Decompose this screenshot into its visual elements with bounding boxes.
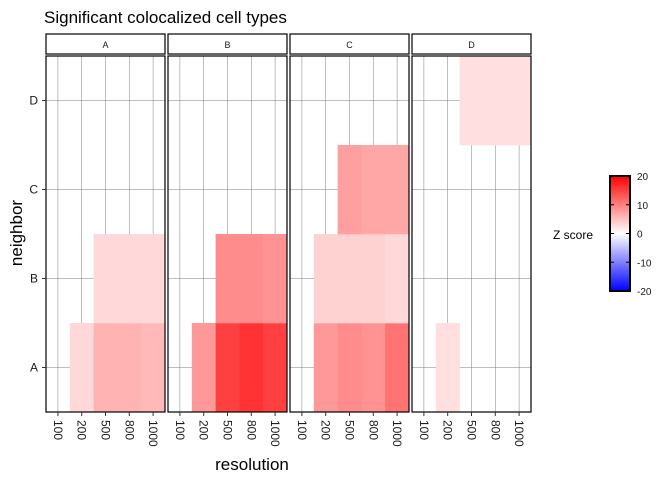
heatmap-cell [337, 234, 362, 324]
x-tick-label: 500 [99, 420, 113, 440]
heatmap-cell [239, 234, 264, 324]
x-tick-label: 500 [465, 420, 479, 440]
x-tick-label: 800 [244, 420, 258, 440]
x-tick-label: 800 [488, 420, 502, 440]
legend-tick-label: -10 [637, 258, 652, 269]
heatmap-cell [69, 323, 94, 413]
heatmap-cell [337, 323, 362, 413]
legend-tick-label: 0 [637, 230, 643, 241]
heatmap-cell [385, 234, 410, 324]
facet-strip-label: B [224, 40, 230, 50]
heatmap-cell [263, 323, 288, 413]
facet-panel-c: C 100 200 500 800 1000 [289, 33, 410, 447]
x-axis-title: resolution [215, 455, 289, 474]
facet-strip-label: C [346, 40, 353, 50]
y-tick-label: B [30, 272, 38, 286]
heatmap-cell [507, 56, 532, 146]
legend-tick-label: 10 [637, 201, 649, 212]
heatmap-cell [141, 323, 166, 413]
heatmap-cell [337, 145, 362, 235]
heatmap-cell [459, 56, 484, 146]
legend-tick-label: 20 [637, 172, 649, 183]
facet-strip [45, 33, 166, 55]
heatmap-cell [239, 323, 264, 413]
heatmap-cell [483, 56, 508, 146]
heatmap-cell [361, 323, 386, 413]
x-tick-label: 800 [366, 420, 380, 440]
heatmap-cell [263, 234, 288, 324]
x-tick-label: 1000 [268, 420, 282, 447]
x-tick-label: 100 [51, 420, 65, 440]
heatmap-cell [191, 323, 216, 413]
facet-panel-d: D 100 200 500 800 1000 [411, 33, 532, 447]
y-tick-label: D [29, 94, 38, 108]
heatmap-cell [215, 323, 240, 413]
x-tick-label: 200 [75, 420, 89, 440]
facet-panel-a: A 100 200 500 800 1000 [45, 33, 166, 447]
heatmap-cell [435, 323, 460, 413]
x-tick-label: 200 [441, 420, 455, 440]
x-tick-label: 1000 [146, 420, 160, 447]
y-axis-title: neighbor [7, 200, 26, 267]
heatmap-cell [141, 234, 166, 324]
x-tick-label: 500 [343, 420, 357, 440]
facet-strip [167, 33, 288, 55]
legend: Z score 20 10 0 -10 -20 [553, 172, 652, 298]
x-tick-label: 200 [319, 420, 333, 440]
facet-strip-label: D [468, 40, 475, 50]
facet-panel-b: B 100 200 500 800 1000 [167, 33, 288, 447]
y-axis-ticks: A B C D [29, 94, 46, 375]
heatmap-cell [93, 234, 118, 324]
heatmap-cell [361, 145, 386, 235]
x-tick-label: 100 [295, 420, 309, 440]
heatmap-cell [117, 234, 142, 324]
x-tick-label: 200 [197, 420, 211, 440]
facet-strip [289, 33, 410, 55]
facet-panels: A 100 200 500 800 1000 B 100 200 500 800 1000 C 100 20… [45, 33, 532, 447]
y-tick-label: A [30, 361, 38, 375]
chart-title: Significant colocalized cell types [44, 8, 287, 27]
heatmap-cell [93, 323, 118, 413]
legend-ticks: 20 10 0 -10 -20 [610, 172, 652, 298]
legend-tick-label: -20 [637, 287, 652, 298]
heatmap-cell [385, 145, 410, 235]
heatmap-cell [117, 323, 142, 413]
x-tick-label: 1000 [512, 420, 526, 447]
x-tick-label: 100 [173, 420, 187, 440]
facet-strip-label: A [102, 40, 108, 50]
heatmap-cell [313, 234, 338, 324]
legend-title: Z score [553, 228, 593, 242]
y-tick-label: C [29, 183, 38, 197]
x-tick-label: 500 [221, 420, 235, 440]
facet-strip [411, 33, 532, 55]
x-tick-label: 100 [417, 420, 431, 440]
heatmap-cell [361, 234, 386, 324]
heatmap-cell [385, 323, 410, 413]
x-tick-label: 1000 [390, 420, 404, 447]
heatmap-cell [313, 323, 338, 413]
heatmap-cell [215, 234, 240, 324]
x-tick-label: 800 [122, 420, 136, 440]
